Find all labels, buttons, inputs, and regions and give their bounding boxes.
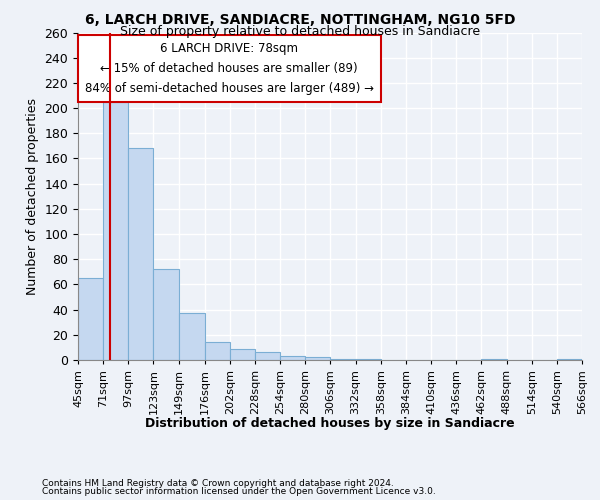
Text: Size of property relative to detached houses in Sandiacre: Size of property relative to detached ho… xyxy=(120,25,480,38)
Bar xyxy=(331,358,356,360)
Text: Contains public sector information licensed under the Open Government Licence v3: Contains public sector information licen… xyxy=(42,487,436,496)
Bar xyxy=(154,270,179,360)
Bar xyxy=(230,348,255,360)
X-axis label: Distribution of detached houses by size in Sandiacre: Distribution of detached houses by size … xyxy=(145,417,515,430)
Bar xyxy=(255,352,280,360)
Bar xyxy=(78,278,103,360)
Text: 6, LARCH DRIVE, SANDIACRE, NOTTINGHAM, NG10 5FD: 6, LARCH DRIVE, SANDIACRE, NOTTINGHAM, N… xyxy=(85,12,515,26)
Bar xyxy=(280,356,305,360)
Bar xyxy=(557,358,582,360)
Y-axis label: Number of detached properties: Number of detached properties xyxy=(26,98,39,294)
Text: 6 LARCH DRIVE: 78sqm
← 15% of detached houses are smaller (89)
84% of semi-detac: 6 LARCH DRIVE: 78sqm ← 15% of detached h… xyxy=(85,42,374,96)
Bar xyxy=(356,358,381,360)
Bar xyxy=(103,102,128,360)
Bar xyxy=(305,358,331,360)
Text: Contains HM Land Registry data © Crown copyright and database right 2024.: Contains HM Land Registry data © Crown c… xyxy=(42,478,394,488)
Bar xyxy=(205,342,230,360)
Bar xyxy=(179,314,205,360)
Bar xyxy=(128,148,154,360)
Bar xyxy=(481,358,506,360)
